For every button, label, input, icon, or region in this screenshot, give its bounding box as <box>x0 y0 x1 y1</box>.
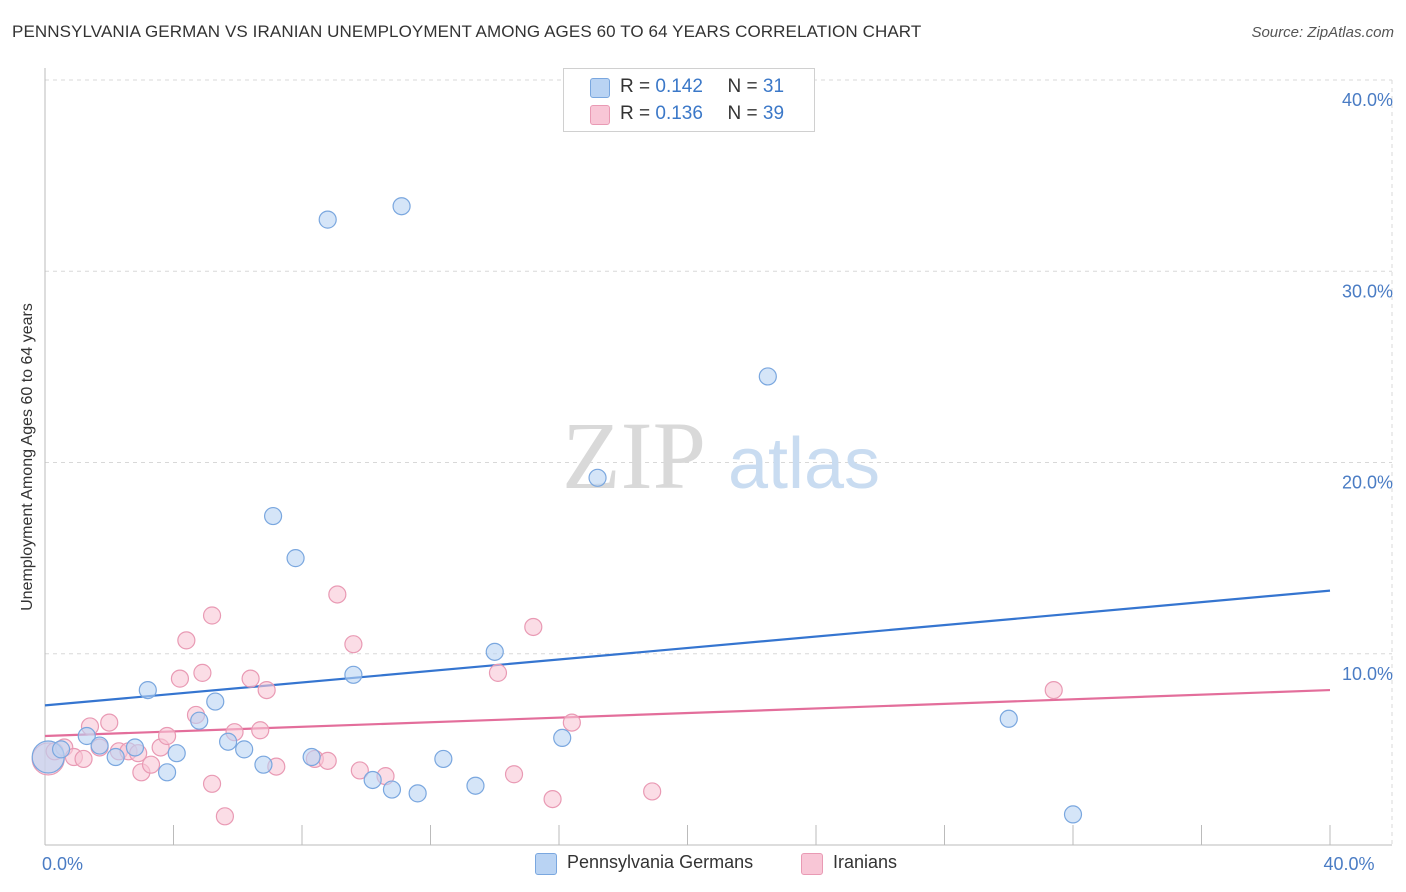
point-iranians <box>643 782 662 801</box>
point-pennsylvania-germans <box>392 197 411 216</box>
point-iranians <box>193 663 212 682</box>
y-tick-label: 30.0% <box>1342 281 1393 301</box>
point-iranians <box>318 751 337 770</box>
point-pennsylvania-germans <box>363 770 382 790</box>
point-pennsylvania-germans <box>382 780 402 799</box>
point-pennsylvania-germans <box>485 642 504 661</box>
point-iranians <box>350 761 369 780</box>
watermark: ZIP atlas <box>562 402 880 509</box>
point-pennsylvania-germans <box>51 740 71 759</box>
point-pennsylvania-germans <box>190 711 209 730</box>
grid-lines <box>45 79 1393 845</box>
point-iranians <box>74 749 93 769</box>
point-iranians <box>157 726 177 746</box>
point-iranians <box>215 807 234 826</box>
correlation-legend: R = 0.142 N = 31 R = 0.136 N = 39 <box>563 68 815 132</box>
point-pennsylvania-germans <box>157 763 177 782</box>
point-pennsylvania-germans <box>254 755 273 774</box>
n-label: N = <box>727 76 758 97</box>
point-iranians <box>1044 680 1063 700</box>
point-pennsylvania-germans <box>553 728 572 748</box>
point-pennsylvania-germans <box>138 680 157 700</box>
chart-title: PENNSYLVANIA GERMAN VS IRANIAN UNEMPLOYM… <box>12 22 922 41</box>
point-pennsylvania-germans <box>219 732 238 751</box>
x-tick-label: 40.0% <box>1323 854 1374 874</box>
point-iranians <box>543 789 562 809</box>
point-iranians <box>170 669 190 688</box>
r-value: 0.142 <box>655 76 703 97</box>
point-iranians <box>241 669 260 688</box>
point-pennsylvania-germans <box>263 506 283 526</box>
point-iranians <box>504 765 524 784</box>
trend-line-pennsylvania-germans <box>44 589 1331 707</box>
point-iranians <box>141 755 161 774</box>
legend-label: Iranians <box>833 852 898 872</box>
point-pennsylvania-germans <box>408 784 427 803</box>
point-pennsylvania-germans <box>77 726 96 746</box>
point-pennsylvania-germans <box>90 736 109 755</box>
tick-labels: 10.0% 20.0% 30.0% 40.0% 0.0% 40.0% <box>42 90 1393 874</box>
axes <box>44 68 1392 846</box>
point-pennsylvania-germans <box>286 549 305 568</box>
point-pennsylvania-germans <box>302 747 321 767</box>
point-pennsylvania-germans <box>434 749 453 769</box>
n-value: 39 <box>762 103 785 124</box>
y-tick-label: 20.0% <box>1342 473 1393 493</box>
blue-swatch-icon <box>535 853 557 875</box>
point-pennsylvania-germans <box>758 367 777 386</box>
point-iranians <box>100 713 119 732</box>
y-axis-label: Unemployment Among Ages 60 to 64 years <box>19 303 36 611</box>
pink-swatch-icon <box>590 105 610 125</box>
r-value: 0.136 <box>655 103 703 124</box>
point-iranians <box>251 721 270 740</box>
source-credit: Source: ZipAtlas.com <box>1251 24 1394 41</box>
point-iranians <box>524 617 543 637</box>
trend-lines <box>44 589 1331 738</box>
n-value: 31 <box>762 76 785 97</box>
point-pennsylvania-germans <box>999 709 1018 728</box>
r-label: R = <box>620 76 651 97</box>
point-pennsylvania-germans <box>466 776 485 795</box>
point-iranians <box>177 631 196 650</box>
point-pennsylvania-germans <box>588 468 607 487</box>
data-points <box>31 197 1083 826</box>
pink-swatch-icon <box>801 853 823 875</box>
legend-label: Pennsylvania Germans <box>567 852 754 872</box>
point-pennsylvania-germans <box>167 744 186 763</box>
point-iranians <box>202 774 222 793</box>
point-iranians <box>257 680 276 700</box>
point-pennsylvania-germans <box>106 747 125 767</box>
blue-swatch-icon <box>590 78 610 98</box>
point-iranians <box>328 585 347 604</box>
point-iranians <box>562 713 581 732</box>
point-pennsylvania-germans <box>206 692 225 711</box>
point-pennsylvania-germans <box>344 665 363 684</box>
point-pennsylvania-germans <box>1063 805 1083 824</box>
watermark-atlas: atlas <box>728 424 880 504</box>
point-pennsylvania-germans <box>318 210 337 229</box>
y-tick-label: 10.0% <box>1342 664 1393 684</box>
y-tick-label: 40.0% <box>1342 90 1393 110</box>
watermark-zip: ZIP <box>562 402 706 509</box>
n-label: N = <box>727 103 758 124</box>
point-iranians <box>488 663 508 682</box>
point-pennsylvania-germans <box>125 738 145 757</box>
r-label: R = <box>620 103 651 124</box>
x-tick-label: 0.0% <box>42 854 83 874</box>
point-iranians <box>202 606 222 625</box>
point-iranians <box>344 635 363 654</box>
point-pennsylvania-germans <box>235 740 254 759</box>
